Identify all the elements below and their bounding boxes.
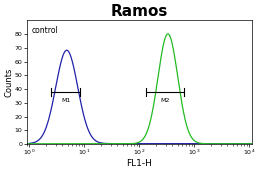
- Y-axis label: Counts: Counts: [4, 67, 13, 97]
- Text: M2: M2: [160, 98, 170, 103]
- Title: Ramos: Ramos: [111, 4, 168, 19]
- X-axis label: FL1-H: FL1-H: [126, 159, 152, 168]
- Text: M1: M1: [61, 98, 70, 103]
- Text: control: control: [32, 26, 59, 35]
